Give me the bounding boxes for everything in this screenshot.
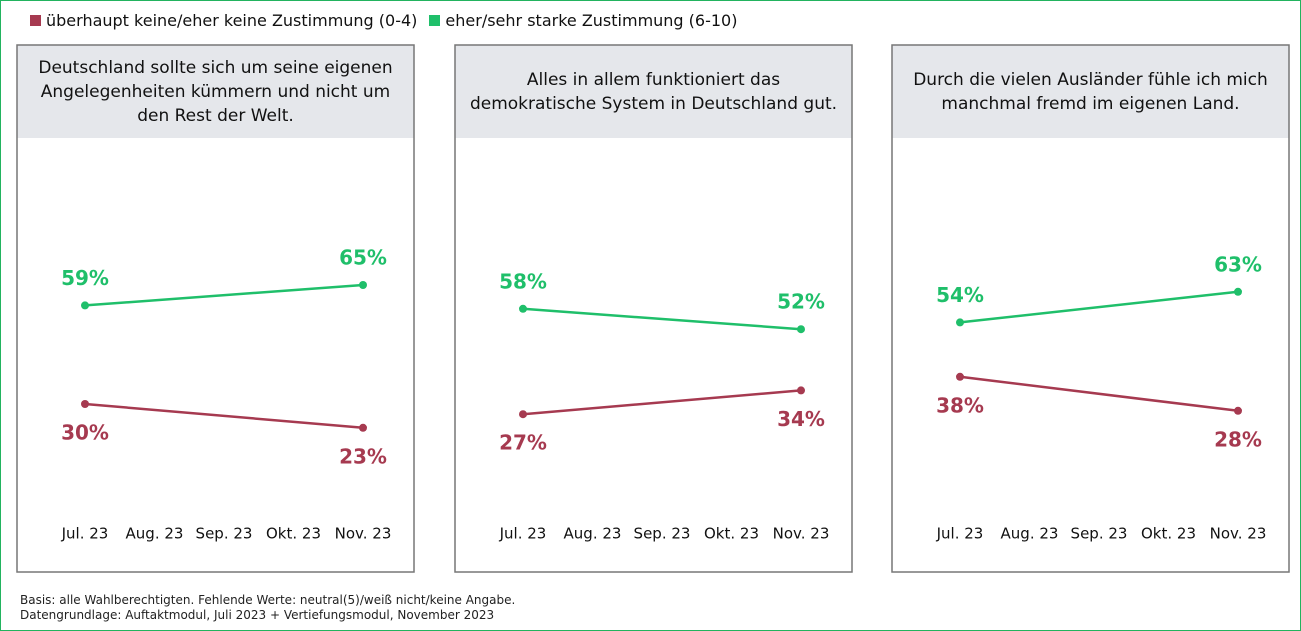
x-tick-label: Okt. 23: [1141, 525, 1196, 543]
legend: überhaupt keine/eher keine Zustimmung (0…: [30, 11, 737, 30]
x-tick-label: Sep. 23: [196, 525, 253, 543]
x-tick-label: Jul. 23: [61, 525, 109, 543]
data-point: [81, 400, 89, 408]
data-label: 63%: [1214, 252, 1262, 276]
data-point: [1234, 287, 1242, 296]
panel-title: Deutschland sollte sich um seine eigenen…: [38, 57, 393, 126]
panel-border: [16, 44, 415, 573]
data-label: 34%: [777, 407, 825, 431]
x-tick-label: Okt. 23: [704, 525, 759, 543]
x-tick-label: Aug. 23: [126, 525, 184, 543]
legend-label: eher/sehr starke Zustimmung (6-10): [445, 11, 738, 30]
x-tick-label: Nov. 23: [1210, 525, 1267, 543]
panel-border: [454, 44, 853, 573]
legend-swatch: [30, 15, 41, 26]
data-point: [956, 372, 964, 381]
x-tick-label: Nov. 23: [773, 525, 830, 543]
panel-border: [891, 44, 1290, 573]
x-tick-label: Aug. 23: [1001, 525, 1059, 543]
data-point: [956, 318, 964, 327]
footnote: Datengrundlage: Auftaktmodul, Juli 2023 …: [20, 608, 495, 622]
legend-item: eher/sehr starke Zustimmung (6-10): [429, 11, 737, 30]
panel-header: [455, 45, 852, 138]
series-line: [959, 375, 1239, 413]
x-tick-label: Sep. 23: [634, 525, 691, 543]
series-line: [522, 307, 802, 331]
x-tick-label: Okt. 23: [266, 525, 321, 543]
series-line: [522, 389, 802, 416]
data-label: 30%: [61, 421, 109, 445]
data-point: [797, 325, 805, 334]
data-point: [519, 410, 527, 419]
panel-header: [892, 45, 1289, 138]
legend-label: überhaupt keine/eher keine Zustimmung (0…: [46, 11, 418, 30]
data-point: [359, 281, 367, 289]
series-line: [959, 290, 1239, 324]
legend-item: überhaupt keine/eher keine Zustimmung (0…: [30, 11, 417, 30]
panel-title: Durch die vielen Ausländer fühle ich mic…: [913, 69, 1268, 114]
data-point: [797, 386, 805, 395]
legend-swatch: [429, 15, 441, 26]
data-point: [359, 423, 367, 432]
x-tick-label: Nov. 23: [335, 525, 392, 543]
x-tick-label: Jul. 23: [936, 525, 984, 543]
data-label: 54%: [936, 283, 984, 307]
data-point: [81, 301, 89, 310]
data-label: 52%: [777, 290, 825, 314]
series-line: [84, 402, 364, 430]
series-line: [84, 283, 364, 307]
panel-header: [17, 45, 414, 138]
x-tick-label: Jul. 23: [499, 525, 547, 543]
data-label: 58%: [499, 269, 547, 293]
panel-title: Alles in allem funktioniert das demokrat…: [469, 69, 838, 114]
data-label: 59%: [61, 266, 109, 290]
x-tick-label: Sep. 23: [1071, 525, 1128, 543]
data-label: 65%: [339, 246, 387, 270]
data-label: 28%: [1214, 427, 1262, 451]
data-label: 38%: [936, 393, 984, 417]
x-tick-label: Aug. 23: [564, 525, 622, 543]
data-label: 23%: [339, 444, 387, 468]
data-point: [519, 304, 527, 313]
data-point: [1234, 406, 1242, 415]
footnote: Basis: alle Wahlberechtigten. Fehlende W…: [20, 593, 516, 607]
data-label: 27%: [499, 431, 547, 455]
